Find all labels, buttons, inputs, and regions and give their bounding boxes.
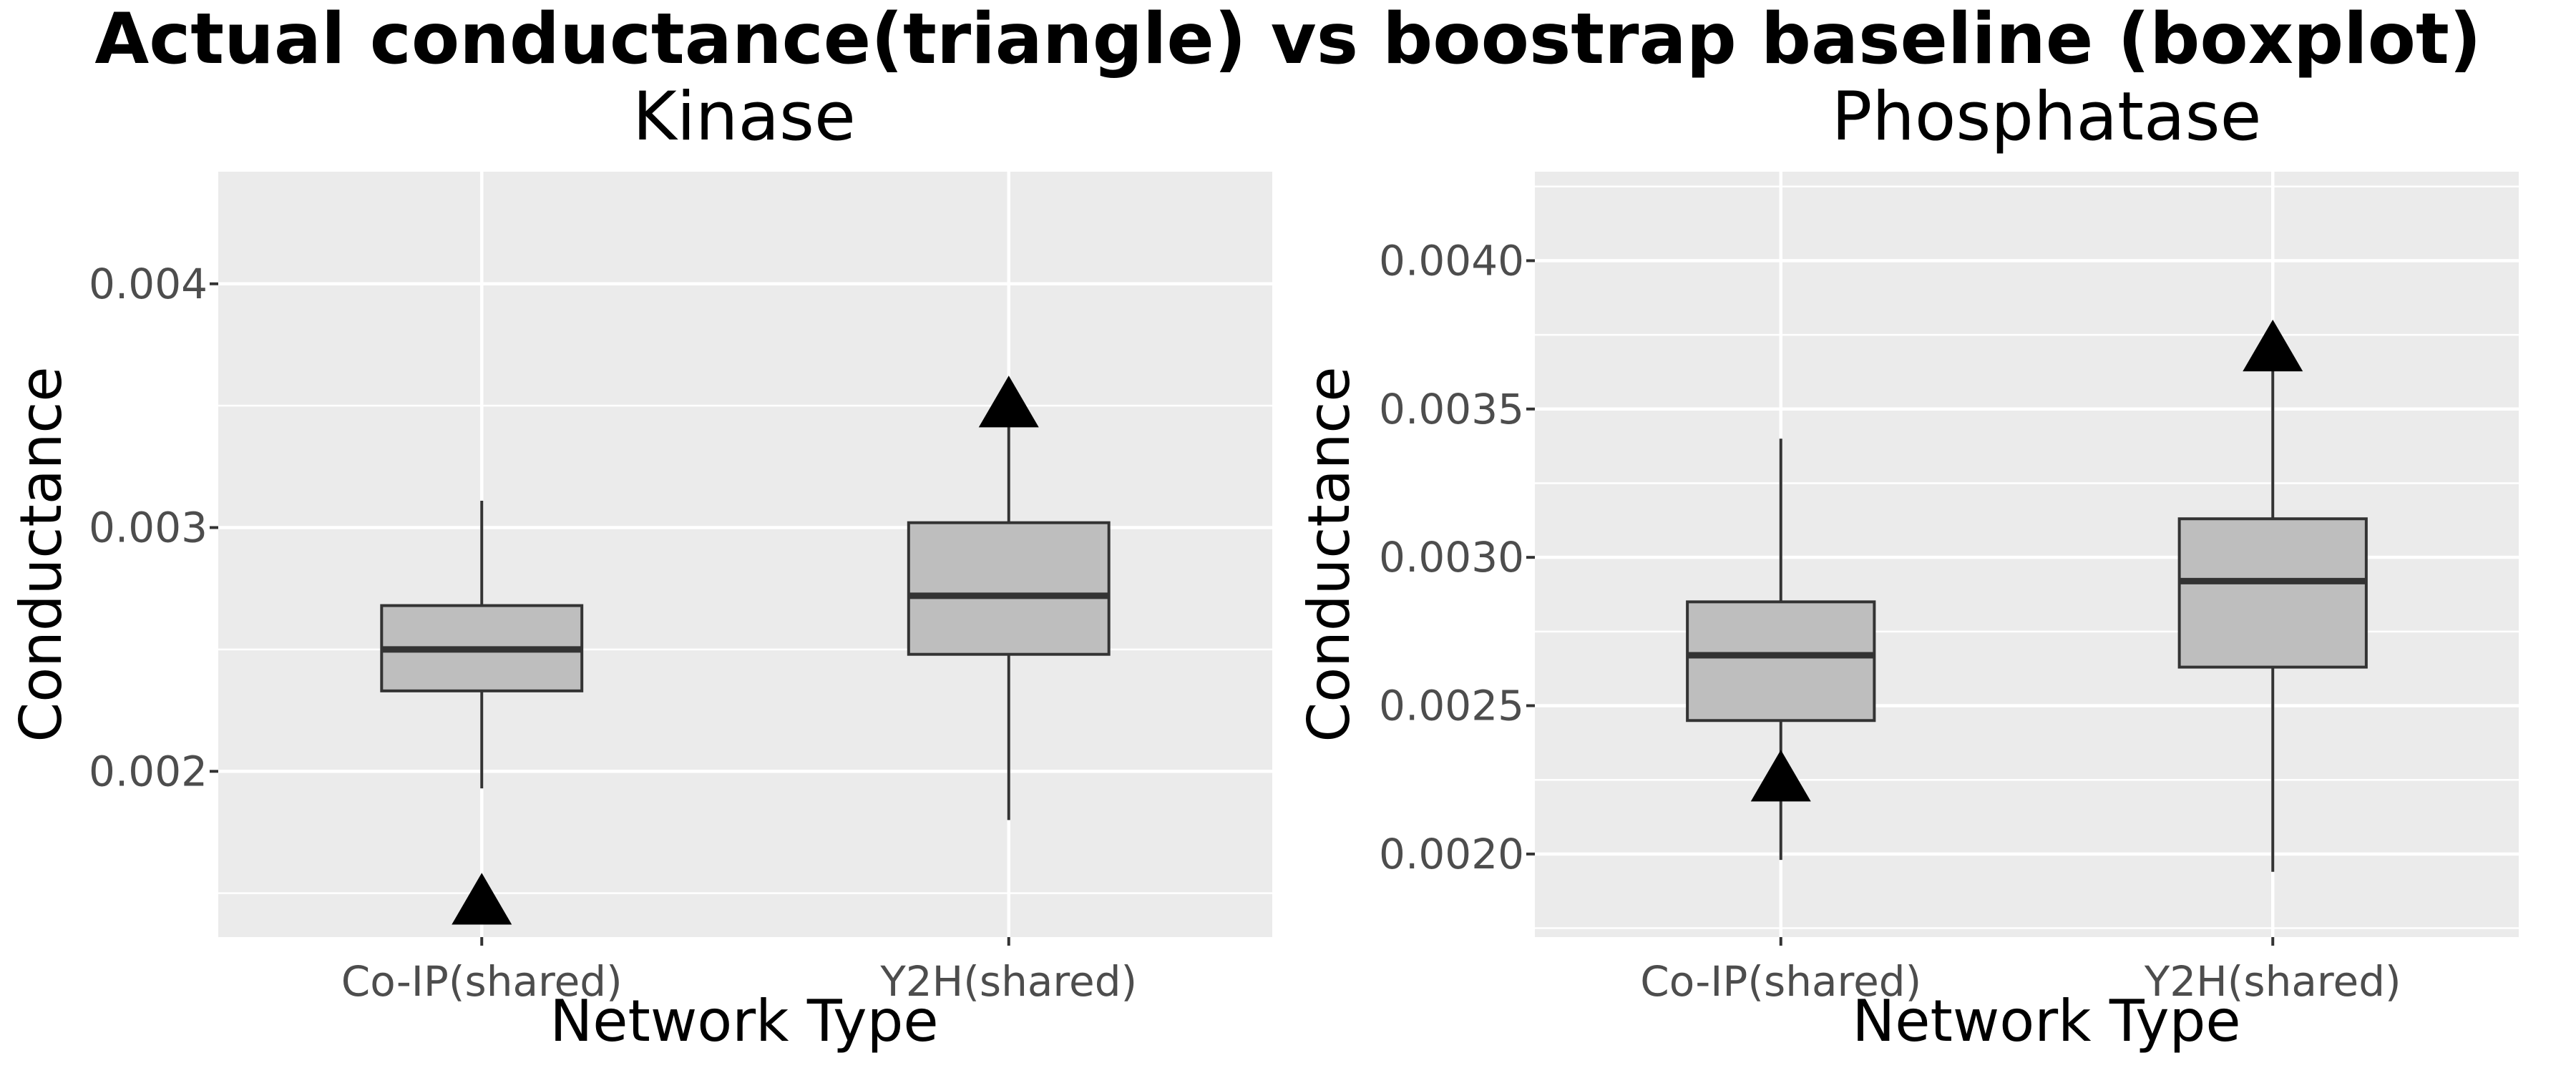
y-tick-label: 0.0025: [1379, 682, 1524, 730]
y-axis-title-phosphatase: Conductance: [1296, 366, 1362, 742]
panel-phosphatase: Phosphatase Conductance Network Type 0.0…: [1296, 78, 2519, 1054]
actual-triangle-marker: [978, 376, 1039, 428]
box: [2177, 517, 2368, 669]
plot-area-kinase: 0.002 0.003 0.004 Co-IP(shared) Y2H(shared): [89, 172, 1272, 1006]
panel-background-phosphatase: [1535, 172, 2519, 937]
actual-triangle-marker: [452, 873, 512, 925]
plot-area-phosphatase: 0.0020 0.0025 0.0030 0.0035 0.0040 Co-IP(shar…: [1379, 172, 2519, 1006]
x-tick-label: Co-IP(shared): [341, 957, 623, 1006]
x-tick-label: Y2H(shared): [2144, 957, 2401, 1006]
panel-kinase: Kinase Conductance Network Type 0.0020.0…: [8, 78, 1272, 1054]
y-tick-label: 0.0020: [1379, 830, 1524, 878]
y-tick-label: 0.003: [89, 504, 208, 552]
x-tick-label: Y2H(shared): [879, 957, 1137, 1006]
y-tick-label: 0.002: [89, 747, 208, 795]
panel-background-kinase: [218, 172, 1272, 937]
box: [1686, 600, 1876, 722]
actual-triangle-marker: [2243, 319, 2303, 372]
y-tick-label: 0.0040: [1379, 236, 1524, 285]
x-tick-label: Co-IP(shared): [1640, 957, 1921, 1006]
x-axis-title-kinase: Network Type: [550, 988, 938, 1054]
panel-title-kinase: Kinase: [633, 78, 856, 156]
box: [907, 521, 1111, 656]
y-axis-title-kinase: Conductance: [8, 366, 74, 742]
actual-triangle-marker: [1750, 750, 1811, 802]
x-axis-title-phosphatase: Network Type: [1852, 988, 2240, 1054]
y-tick-label: 0.0030: [1379, 533, 1524, 582]
y-tick-label: 0.0035: [1379, 385, 1524, 433]
y-tick-label: 0.004: [89, 260, 208, 308]
panel-title-phosphatase: Phosphatase: [1832, 78, 2262, 156]
chart-title: Actual conductance(triangle) vs boostrap…: [94, 0, 2481, 80]
